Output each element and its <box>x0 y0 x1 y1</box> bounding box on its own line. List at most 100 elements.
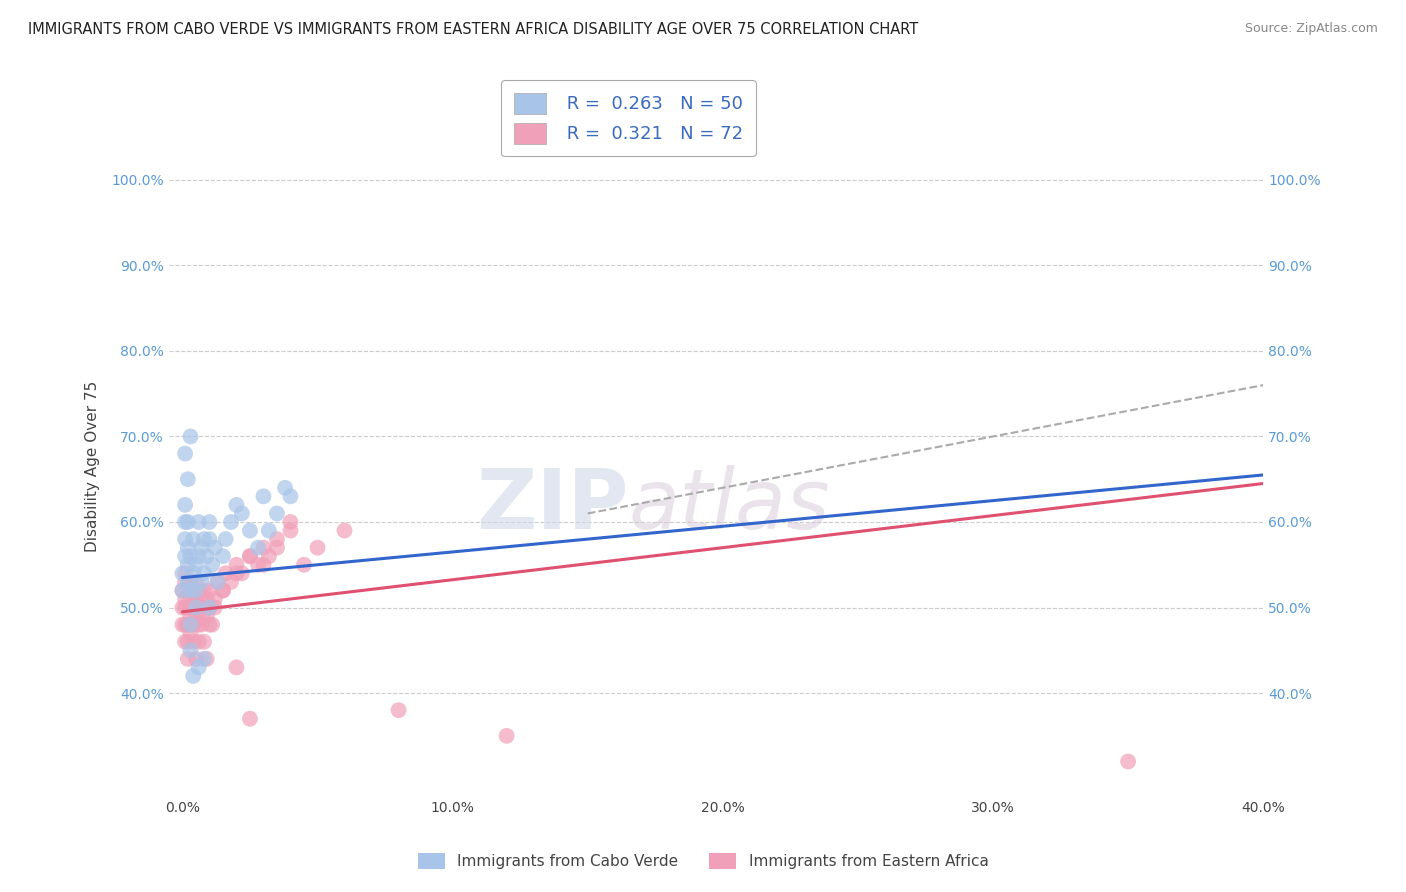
Point <box>180 643 202 657</box>
Point <box>195 549 218 564</box>
Point <box>187 549 209 564</box>
Point <box>187 515 209 529</box>
Point <box>204 541 226 555</box>
Point <box>219 574 242 589</box>
Point <box>177 515 200 529</box>
Point <box>207 574 229 589</box>
Point <box>177 541 200 555</box>
Point <box>198 532 221 546</box>
Point <box>214 566 236 581</box>
Legend: Immigrants from Cabo Verde, Immigrants from Eastern Africa: Immigrants from Cabo Verde, Immigrants f… <box>412 847 994 875</box>
Point <box>225 660 247 674</box>
Point <box>180 549 202 564</box>
Point <box>177 634 200 648</box>
Point <box>225 558 247 572</box>
Point <box>190 609 212 624</box>
Point <box>193 600 215 615</box>
Point <box>184 591 207 606</box>
Point <box>201 558 224 572</box>
Point <box>239 524 262 538</box>
Text: atlas: atlas <box>628 466 830 547</box>
Y-axis label: Disability Age Over 75: Disability Age Over 75 <box>86 381 100 552</box>
Text: Source: ZipAtlas.com: Source: ZipAtlas.com <box>1244 22 1378 36</box>
Point <box>212 549 235 564</box>
Point <box>225 566 247 581</box>
Point <box>239 549 262 564</box>
Point <box>201 617 224 632</box>
Point <box>190 541 212 555</box>
Point <box>225 498 247 512</box>
Point <box>195 591 218 606</box>
Point <box>280 524 302 538</box>
Point <box>180 617 202 632</box>
Point <box>274 481 297 495</box>
Point <box>181 566 204 581</box>
Point <box>172 583 194 598</box>
Point <box>184 609 207 624</box>
Point <box>195 652 218 666</box>
Point <box>181 583 204 598</box>
Point <box>184 652 207 666</box>
Point <box>257 524 280 538</box>
Point <box>280 489 302 503</box>
Point <box>181 532 204 546</box>
Point <box>174 591 197 606</box>
Point <box>193 566 215 581</box>
Text: IMMIGRANTS FROM CABO VERDE VS IMMIGRANTS FROM EASTERN AFRICA DISABILITY AGE OVER: IMMIGRANTS FROM CABO VERDE VS IMMIGRANTS… <box>28 22 918 37</box>
Point <box>187 600 209 615</box>
Point <box>177 558 200 572</box>
Point <box>333 524 356 538</box>
Point <box>174 574 197 589</box>
Point <box>174 617 197 632</box>
Point <box>247 558 270 572</box>
Point <box>204 591 226 606</box>
Point <box>198 600 221 615</box>
Point <box>180 574 202 589</box>
Point <box>184 600 207 615</box>
Point <box>239 712 262 726</box>
Point <box>198 617 221 632</box>
Point <box>280 515 302 529</box>
Point <box>172 617 194 632</box>
Point <box>190 617 212 632</box>
Point <box>172 600 194 615</box>
Point <box>212 583 235 598</box>
Point <box>193 532 215 546</box>
Point <box>231 566 253 581</box>
Point <box>177 652 200 666</box>
Point <box>174 498 197 512</box>
Point <box>180 626 202 640</box>
Point <box>239 549 262 564</box>
Point <box>198 600 221 615</box>
Point <box>181 669 204 683</box>
Point <box>180 617 202 632</box>
Point <box>181 617 204 632</box>
Point <box>174 532 197 546</box>
Point <box>252 541 274 555</box>
Point <box>193 652 215 666</box>
Point <box>1116 755 1139 769</box>
Point <box>177 574 200 589</box>
Point <box>252 489 274 503</box>
Point <box>387 703 409 717</box>
Point <box>174 566 197 581</box>
Point <box>187 660 209 674</box>
Point <box>231 507 253 521</box>
Point <box>181 600 204 615</box>
Point <box>172 566 194 581</box>
Point <box>190 591 212 606</box>
Point <box>184 583 207 598</box>
Point <box>252 558 274 572</box>
Point <box>184 558 207 572</box>
Text: ZIP: ZIP <box>477 466 628 547</box>
Point <box>177 617 200 632</box>
Point <box>174 515 197 529</box>
Point <box>214 532 236 546</box>
Point <box>174 549 197 564</box>
Point <box>190 574 212 589</box>
Point <box>193 583 215 598</box>
Point <box>219 515 242 529</box>
Point <box>187 617 209 632</box>
Point <box>292 558 315 572</box>
Point <box>174 446 197 460</box>
